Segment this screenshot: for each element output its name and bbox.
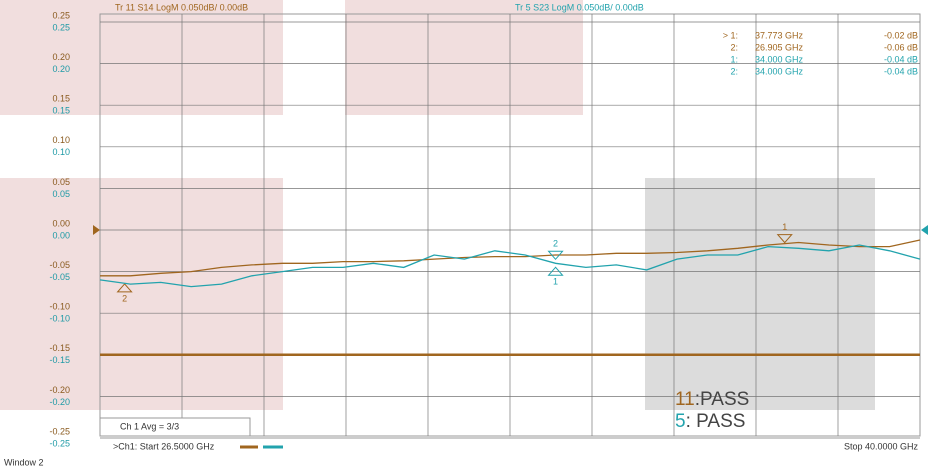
marker-value: -0.04 dB (884, 54, 918, 64)
pass-trace: 5 (675, 411, 686, 432)
marker-label: 2: (730, 42, 738, 52)
y-tick-label: -0.20 (49, 385, 70, 395)
marker (547, 250, 564, 261)
y2-tick-label: -0.20 (49, 397, 70, 407)
marker-number: 2 (553, 239, 558, 249)
y-tick-label: 0.15 (52, 94, 70, 104)
y-tick-label: 0.25 (52, 10, 70, 20)
y-tick-label: -0.10 (49, 302, 70, 312)
limit-region (0, 0, 283, 115)
y2-tick-label: 0.05 (52, 189, 70, 199)
marker-freq: 37.773 GHz (755, 30, 804, 40)
ref-arrow (93, 225, 100, 235)
marker-freq: 26.905 GHz (755, 42, 804, 52)
limit-region (0, 178, 283, 410)
marker (776, 234, 793, 244)
trace-title: Tr 5 S23 LogM 0.050dB/ 0.00dB (515, 2, 644, 12)
pass-text: :PASS (695, 389, 750, 410)
marker-region (645, 178, 875, 410)
ref-arrow (921, 225, 928, 235)
pass-status: 11:PASS (675, 389, 749, 410)
y-tick-label: 0.20 (52, 52, 70, 62)
y2-tick-label: -0.25 (49, 438, 70, 448)
y2-tick-label: 0.15 (52, 106, 70, 116)
traces: 1 2 1 2 (99, 222, 921, 357)
pass-status: 5: PASS (675, 411, 745, 432)
marker-number: 1 (782, 222, 787, 232)
limit-region (345, 0, 583, 115)
y2-tick-label: -0.15 (49, 355, 70, 365)
y-tick-label: 0.10 (52, 135, 70, 145)
marker-freq: 34.000 GHz (755, 54, 804, 64)
marker-value: -0.02 dB (884, 30, 918, 40)
marker-label: 2: (730, 66, 738, 76)
grid (100, 14, 920, 439)
marker-value: -0.06 dB (884, 42, 918, 52)
pass-trace: 11 (675, 389, 695, 410)
marker (547, 266, 564, 276)
avg-label: Ch 1 Avg = 3/3 (120, 421, 179, 431)
y2-tick-label: -0.05 (49, 272, 70, 282)
marker (116, 283, 133, 293)
y-tick-label: -0.25 (49, 426, 70, 436)
stop-label: Stop 40.0000 GHz (844, 441, 919, 451)
pass-text: : PASS (686, 411, 746, 432)
marker-label: > 1: (723, 30, 738, 40)
y2-tick-label: 0.10 (52, 147, 70, 157)
trace (99, 244, 921, 288)
y2-tick-label: -0.10 (49, 314, 70, 324)
trace-title: Tr 11 S14 LogM 0.050dB/ 0.00dB (115, 2, 248, 12)
start-label: >Ch1: Start 26.5000 GHz (113, 441, 215, 451)
y2-tick-label: 0.00 (52, 230, 70, 240)
marker-number: 2 (122, 293, 127, 303)
marker-number: 1 (553, 277, 558, 287)
y-tick-label: -0.05 (49, 260, 70, 270)
y2-tick-label: 0.20 (52, 64, 70, 74)
y-tick-label: 0.00 (52, 218, 70, 228)
marker-label: 1: (730, 54, 738, 64)
avg-box (99, 417, 251, 437)
marker-value: -0.04 dB (884, 66, 918, 76)
marker-freq: 34.000 GHz (755, 66, 804, 76)
y-tick-label: 0.05 (52, 177, 70, 187)
y-tick-label: -0.15 (49, 343, 70, 353)
trace (100, 239, 921, 277)
window-label: Window 2 (4, 457, 44, 467)
y2-tick-label: 0.25 (52, 22, 70, 32)
